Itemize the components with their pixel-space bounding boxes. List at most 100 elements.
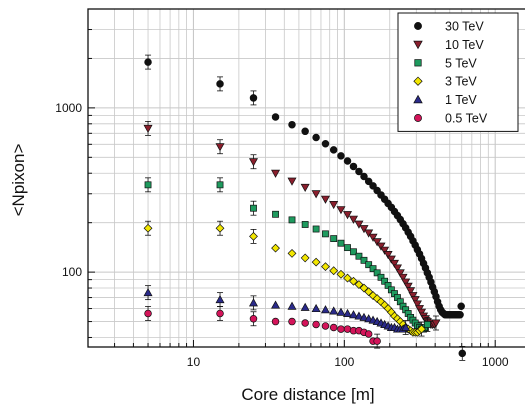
data-point	[359, 225, 369, 234]
data-point	[216, 181, 224, 189]
data-point	[458, 349, 467, 358]
data-point	[410, 296, 420, 305]
y-tick-label: 100	[62, 265, 82, 279]
data-point	[343, 211, 353, 220]
series-0	[144, 54, 467, 361]
data-point	[301, 127, 309, 136]
data-point	[364, 229, 374, 238]
data-point	[287, 248, 297, 258]
data-point	[320, 305, 330, 314]
data-point	[272, 210, 279, 218]
data-point	[320, 195, 330, 204]
data-point	[401, 322, 411, 331]
data-point	[249, 231, 258, 241]
legend-entry: 1 TeV	[445, 93, 477, 107]
data-point	[322, 230, 329, 238]
legend-entry: 30 TeV	[445, 20, 484, 34]
legend-marker	[413, 94, 423, 104]
data-point	[359, 312, 369, 321]
data-point	[383, 251, 393, 260]
data-point	[143, 124, 153, 134]
series-4	[143, 285, 411, 335]
legend-marker	[413, 76, 423, 86]
x-tick-label: 10	[187, 355, 201, 369]
data-point	[250, 204, 257, 212]
data-point	[336, 206, 346, 215]
data-point	[377, 273, 385, 281]
data-point	[271, 169, 281, 178]
data-point	[301, 221, 309, 228]
legend-box	[397, 12, 519, 132]
data-point	[288, 216, 296, 224]
data-point	[271, 113, 280, 121]
data-point	[216, 80, 224, 88]
data-point	[354, 220, 364, 229]
y-axis-label: <Npixon>	[9, 144, 28, 217]
data-point	[321, 322, 330, 330]
data-point	[216, 309, 224, 318]
data-point	[343, 308, 353, 317]
legend-marker	[414, 114, 422, 122]
data-point	[348, 310, 358, 319]
legend-marker	[413, 40, 423, 50]
data-point	[389, 259, 399, 269]
data-point	[369, 265, 377, 273]
data-point	[343, 157, 352, 165]
legend-entry: 0.5 TeV	[445, 112, 488, 126]
data-point	[349, 276, 358, 286]
data-point	[456, 311, 464, 319]
series-5	[144, 306, 381, 349]
data-point	[412, 300, 422, 309]
data-point	[249, 315, 258, 323]
data-point	[215, 143, 225, 152]
data-point	[312, 133, 320, 142]
data-point	[386, 255, 396, 264]
legend-entry: 5 TeV	[445, 56, 477, 70]
data-point	[431, 319, 441, 328]
data-point	[336, 269, 346, 279]
data-point	[144, 181, 152, 189]
x-tick-label: 100	[334, 355, 354, 369]
data-point	[408, 292, 418, 301]
data-point	[143, 288, 153, 297]
data-point	[143, 223, 153, 233]
legend-entry: 10 TeV	[445, 38, 484, 52]
x-tick-label: 1000	[482, 355, 509, 369]
legend-marker	[414, 22, 422, 30]
data-point	[288, 317, 296, 326]
data-point	[423, 321, 431, 328]
series-1	[143, 121, 441, 331]
y-tick-label: 1000	[55, 101, 82, 115]
data-point	[215, 294, 225, 304]
data-point	[372, 238, 382, 247]
data-point	[350, 248, 357, 256]
data-point	[343, 273, 352, 283]
plot-frame	[87, 8, 525, 348]
data-point	[395, 269, 405, 278]
legend: 30 TeV 10 TeV 5 TeV 3 TeV 1 TeV 0.5 TeV	[397, 12, 519, 132]
data-point	[354, 280, 364, 289]
plot-border	[87, 8, 525, 348]
data-point	[311, 190, 321, 199]
data-point	[329, 306, 339, 315]
data-point	[359, 283, 369, 293]
data-point	[360, 256, 368, 264]
data-point	[355, 252, 363, 260]
data-point	[215, 223, 225, 233]
data-point	[287, 177, 297, 186]
data-point	[337, 325, 345, 333]
data-point	[381, 277, 389, 285]
data-point	[354, 311, 364, 320]
data-point	[364, 177, 373, 186]
legend-marker	[414, 59, 422, 67]
data-point	[401, 278, 411, 287]
data-point	[360, 172, 368, 181]
legend-entry: 3 TeV	[445, 75, 477, 89]
data-point	[373, 269, 381, 277]
data-point	[330, 235, 338, 243]
data-point	[457, 302, 465, 310]
data-point	[329, 146, 338, 154]
data-point	[369, 182, 377, 190]
data-point	[392, 264, 402, 273]
